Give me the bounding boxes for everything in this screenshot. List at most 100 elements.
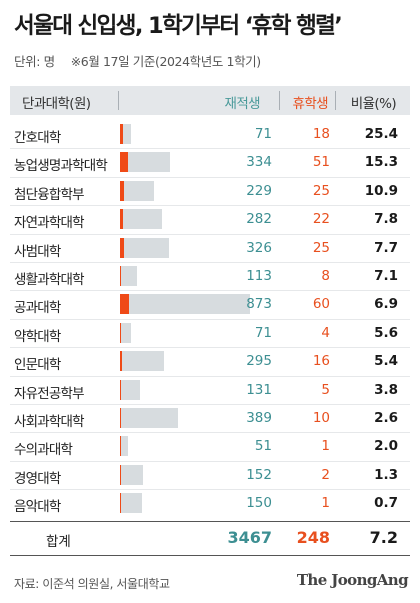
- leave-value: 5: [321, 381, 330, 398]
- leave-value: 51: [312, 154, 330, 171]
- table-row: 자연과학대학 282 22 7.8: [10, 205, 410, 233]
- enrolled-value: 71: [254, 324, 272, 341]
- date-note: ※6월 17일 기준(2024학년도 1학기): [70, 54, 261, 69]
- enrolled-bar: [120, 294, 250, 315]
- college-name: 사회과학대학: [14, 414, 85, 430]
- leave-value: 22: [312, 211, 330, 228]
- leave-bar: [120, 209, 124, 230]
- brand-logo: The JoongAng: [296, 571, 409, 589]
- leave-bar: [120, 266, 122, 286]
- table-header: 단과대학(원) 재적생 휴학생 비율(%): [10, 86, 410, 115]
- header-separator: [118, 91, 119, 110]
- college-name: 농업생명과학대학: [14, 158, 108, 175]
- enrolled-value: 295: [246, 353, 272, 370]
- ratio-value: 6.9: [374, 296, 398, 313]
- enrolled-bar: [120, 152, 170, 173]
- unit-label: 단위: 명: [14, 54, 55, 69]
- table-row: 사범대학 326 25 7.7: [10, 234, 410, 262]
- enrolled-bar: [120, 351, 164, 372]
- ratio-value: 3.8: [374, 381, 398, 398]
- enrolled-value: 71: [254, 126, 272, 142]
- leave-bar: [120, 436, 122, 457]
- college-name: 경영대학: [14, 470, 61, 487]
- enrolled-value: 51: [254, 438, 272, 455]
- data-table: 단과대학(원) 재적생 휴학생 비율(%) 간호대학 71 18 25.4 농업생명과학…: [10, 86, 410, 556]
- table-row: 약학대학 71 4 5.6: [10, 319, 410, 347]
- header-separator: [279, 91, 280, 110]
- enrolled-bar: [120, 266, 137, 286]
- leave-value: 10: [312, 410, 330, 426]
- enrolled-value: 389: [246, 410, 272, 426]
- enrolled-bar: [120, 493, 143, 514]
- row-divider: [10, 432, 410, 434]
- table-row: 자유전공학부 131 5 3.8: [10, 376, 410, 404]
- row-divider: [10, 347, 410, 349]
- table-row: 사회과학대학 389 10 2.6: [10, 404, 410, 432]
- leave-bar: [120, 237, 124, 258]
- enrolled-bar: [120, 464, 143, 485]
- college-name: 생활과학대학: [14, 272, 85, 288]
- ratio-value: 2.0: [374, 438, 398, 455]
- ratio-value: 25.4: [364, 126, 398, 142]
- college-name: 자연과학대학: [14, 215, 85, 232]
- leave-bar: [120, 124, 123, 144]
- enrolled-bar: [120, 209, 162, 230]
- leave-value: 60: [312, 296, 330, 313]
- chart-title: 서울대 신입생, 1학기부터 ‘휴학 행렬’: [14, 13, 343, 39]
- leave-bar: [120, 180, 124, 201]
- enrolled-bar: [120, 408, 178, 428]
- college-name: 자유전공학부: [14, 385, 85, 402]
- leave-value: 18: [312, 126, 330, 142]
- total-divider-top: [10, 520, 410, 522]
- table-row: 첨단융합학부 229 25 10.9: [10, 177, 410, 205]
- enrolled-value: 326: [246, 239, 272, 256]
- leave-value: 16: [312, 353, 330, 370]
- row-divider: [10, 262, 410, 263]
- college-name: 사범대학: [14, 243, 61, 260]
- ratio-value: 5.4: [374, 353, 398, 370]
- leave-bar: [120, 152, 128, 173]
- table-row: 음악대학 150 1 0.7: [10, 489, 410, 517]
- table-row: 경영대학 152 2 1.3: [10, 461, 410, 489]
- enrolled-bar: [120, 379, 140, 400]
- enrolled-value: 229: [246, 182, 272, 199]
- college-name: 음악대학: [14, 499, 61, 516]
- table-row: 공과대학 873 60 6.9: [10, 290, 410, 318]
- chart-subtitle: 단위: 명 ※6월 17일 기준(2024학년도 1학기): [14, 51, 261, 70]
- enrolled-bar: [120, 180, 155, 201]
- row-divider: [10, 404, 410, 405]
- total-label: 합계: [46, 533, 71, 550]
- enrolled-value: 152: [246, 466, 272, 483]
- row-divider: [10, 489, 410, 491]
- header-separator: [335, 91, 336, 110]
- header-leave: 휴학생: [292, 96, 329, 112]
- leave-value: 25: [312, 239, 330, 256]
- leave-bar: [120, 322, 122, 343]
- leave-bar: [120, 351, 123, 372]
- leave-value: 8: [321, 268, 330, 284]
- enrolled-value: 113: [246, 268, 272, 284]
- table-row: 농업생명과학대학 334 51 15.3: [10, 148, 410, 176]
- leave-bar: [120, 379, 122, 400]
- row-divider: [10, 375, 410, 377]
- enrolled-value: 282: [246, 211, 272, 228]
- row-divider: [10, 205, 410, 207]
- row-divider: [10, 176, 410, 178]
- row-divider: [10, 460, 410, 462]
- enrolled-value: 873: [246, 296, 272, 313]
- table-row: 수의과대학 51 1 2.0: [10, 432, 410, 460]
- leave-bar: [120, 408, 122, 428]
- ratio-value: 10.9: [364, 182, 398, 199]
- enrolled-value: 334: [246, 154, 272, 171]
- college-name: 수의과대학: [14, 442, 73, 459]
- row-divider: [10, 148, 410, 150]
- leave-bar: [120, 464, 122, 485]
- leave-value: 25: [312, 182, 330, 199]
- row-divider: [10, 318, 410, 320]
- enrolled-value: 131: [246, 381, 272, 398]
- enrolled-bar: [120, 322, 131, 343]
- ratio-value: 1.3: [374, 466, 398, 483]
- ratio-value: 7.7: [374, 239, 398, 256]
- total-enrolled-value: 3467: [227, 527, 272, 547]
- source-note: 자료: 이준석 의원실, 서울대학교: [14, 577, 170, 591]
